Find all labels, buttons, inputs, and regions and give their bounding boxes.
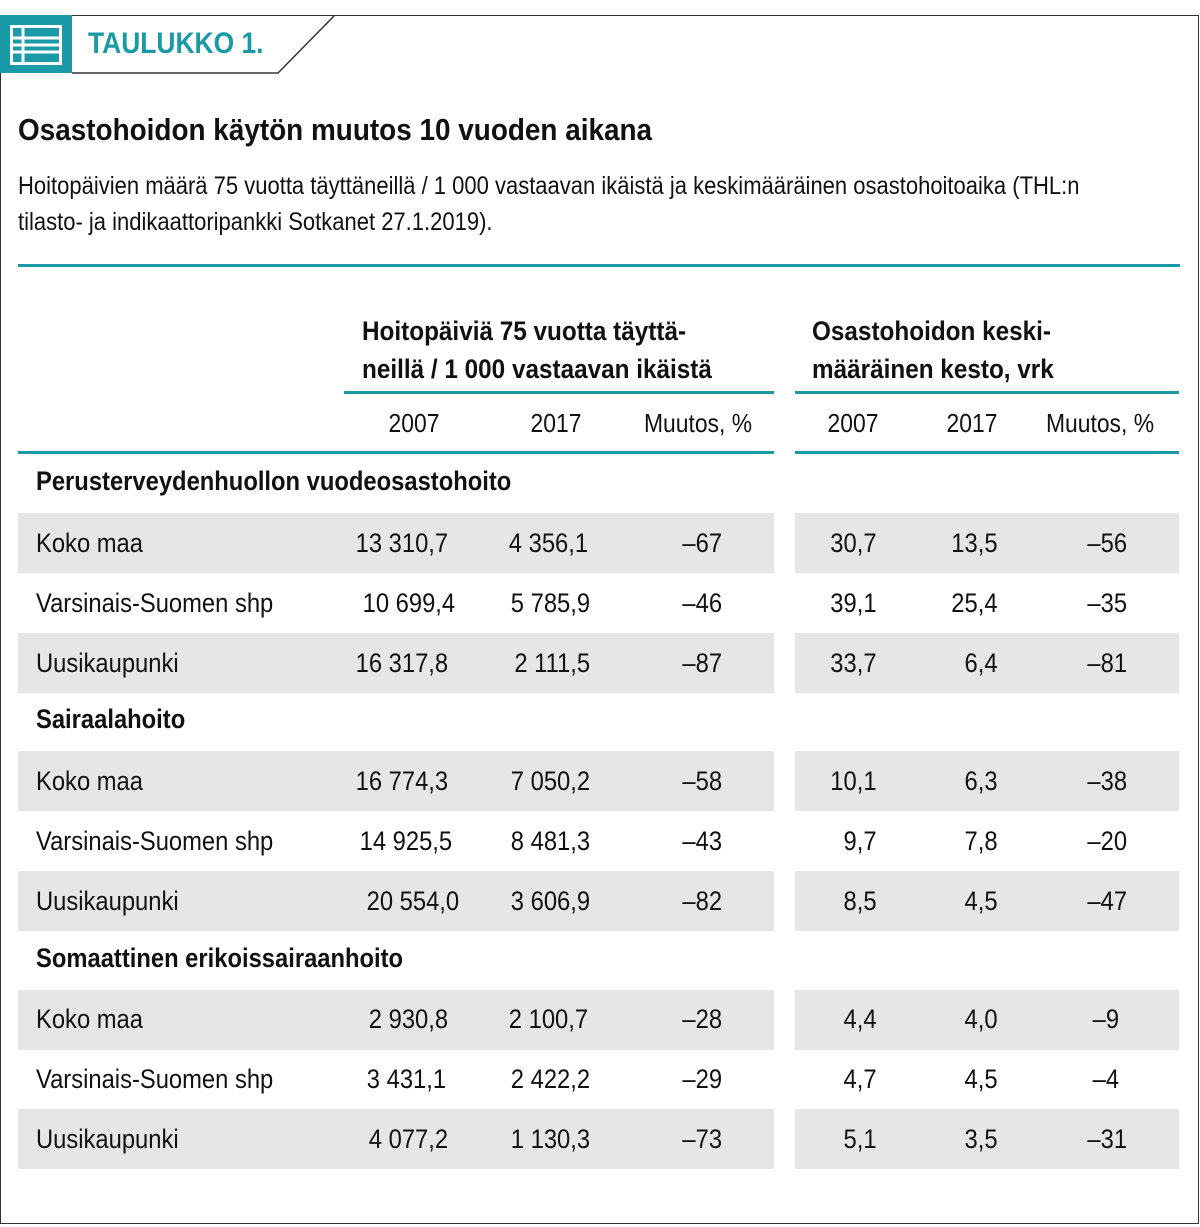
col-header-2017-left: 2017 — [530, 408, 582, 438]
table-cell: –29 — [682, 1064, 722, 1094]
table-cell: 30,7 — [830, 528, 877, 558]
table-cell: 6,3 — [964, 766, 998, 796]
section-label: Perusterveydenhuollon vuodeosastohoito — [36, 466, 512, 496]
row-label: Uusikaupunki — [36, 886, 179, 916]
group-header-kesto: Osastohoidon keski- määräinen kesto, vrk — [812, 316, 1054, 384]
row-shade — [795, 871, 1179, 931]
table-cell: –81 — [1087, 648, 1127, 678]
row-shade — [18, 633, 774, 693]
col-header-muutos-right: Muutos, % — [1045, 408, 1155, 438]
table-cell: 7 050,2 — [510, 766, 590, 796]
row-shade — [18, 871, 774, 931]
row-shade — [795, 1109, 1179, 1169]
table-cell: –20 — [1087, 826, 1127, 856]
table-cell: –43 — [682, 826, 722, 856]
table-subtitle: Hoitopäivien määrä 75 vuotta täyttäneill… — [18, 172, 1080, 236]
section-label: Sairaalahoito — [36, 704, 186, 734]
table-cell: –56 — [1087, 528, 1127, 558]
col-header-2007-right: 2007 — [827, 408, 879, 438]
table-frame — [0, 15, 1199, 1224]
table-cell: 16 774,3 — [355, 766, 448, 796]
table-cell: 9,7 — [843, 826, 877, 856]
table-cell: 10,1 — [830, 766, 877, 796]
table-cell: 25,4 — [951, 588, 998, 618]
table-cell: 5,1 — [843, 1124, 877, 1154]
tab-outline — [72, 15, 335, 74]
table-cell: 3 606,9 — [510, 886, 590, 916]
table-cell: 2 930,8 — [368, 1004, 448, 1034]
group-rule-left — [344, 391, 774, 394]
table-cell: –82 — [682, 886, 722, 916]
table-title: Osastohoidon käytön muutos 10 vuoden aik… — [18, 112, 653, 147]
table-cell: 20 554,0 — [366, 886, 459, 916]
row-shade — [795, 990, 1179, 1050]
table-icon — [10, 25, 62, 65]
table-cell: 5 785,9 — [510, 588, 590, 618]
table-cell: 13 310,7 — [355, 528, 448, 558]
row-label: Uusikaupunki — [36, 648, 179, 678]
row-shade — [18, 990, 774, 1050]
table-cell: 14 925,5 — [359, 826, 452, 856]
tab-label: TAULUKKO 1. — [88, 27, 264, 60]
table-badge — [0, 15, 72, 73]
table-cell: –58 — [682, 766, 722, 796]
table-cell: 2 422,2 — [510, 1064, 590, 1094]
table-cell: 2 111,5 — [514, 648, 590, 678]
table-cell: 4,0 — [964, 1004, 998, 1034]
table-cell: 33,7 — [830, 648, 877, 678]
row-label: Koko maa — [36, 1004, 143, 1034]
row-shade — [795, 751, 1179, 811]
table-cell: 4,4 — [843, 1004, 877, 1034]
table-cell: 4,7 — [843, 1064, 877, 1094]
table-cell: –87 — [682, 648, 722, 678]
group-header-hoitopaivat: Hoitopäiviä 75 vuotta täyttä- neillä / 1… — [362, 316, 712, 384]
table-cell: 13,5 — [951, 528, 998, 558]
top-rule — [18, 264, 1180, 267]
col-header-2017-right: 2017 — [946, 408, 998, 438]
table-cell: 7,8 — [964, 826, 998, 856]
row-shade — [18, 751, 774, 811]
table-cell: 2 100,7 — [508, 1004, 588, 1034]
row-label: Varsinais-Suomen shp — [36, 588, 274, 618]
table-cell: –31 — [1087, 1124, 1127, 1154]
table-cell: 6,4 — [964, 648, 998, 678]
table-cell: 8 481,3 — [510, 826, 590, 856]
row-label: Varsinais-Suomen shp — [36, 826, 274, 856]
table-cell: –35 — [1087, 588, 1127, 618]
row-shade — [18, 513, 774, 573]
table-cell: 3 431,1 — [366, 1064, 446, 1094]
header-rule-left — [18, 451, 774, 454]
table-cell: 39,1 — [830, 588, 877, 618]
table-cell: –67 — [682, 528, 722, 558]
table-cell: 4,5 — [964, 886, 998, 916]
table-cell: 10 699,4 — [362, 588, 455, 618]
row-label: Koko maa — [36, 766, 143, 796]
row-shade — [795, 633, 1179, 693]
table-cell: –4 — [1092, 1064, 1119, 1094]
header-rule-right — [795, 451, 1179, 454]
table-cell: –73 — [682, 1124, 722, 1154]
col-header-muutos-left: Muutos, % — [643, 408, 753, 438]
row-label: Varsinais-Suomen shp — [36, 1064, 274, 1094]
table-cell: 4,5 — [964, 1064, 998, 1094]
col-header-2007-left: 2007 — [388, 408, 440, 438]
row-shade — [795, 513, 1179, 573]
table-cell: 1 130,3 — [510, 1124, 590, 1154]
row-label: Koko maa — [36, 528, 143, 558]
group-rule-right — [795, 391, 1179, 394]
table-cell: 8,5 — [843, 886, 877, 916]
section-label: Somaattinen erikoissairaanhoito — [36, 943, 404, 973]
row-label: Uusikaupunki — [36, 1124, 179, 1154]
table-cell: 3,5 — [964, 1124, 998, 1154]
row-shade — [18, 1109, 774, 1169]
table-cell: –38 — [1087, 766, 1127, 796]
table-cell: –46 — [682, 588, 722, 618]
table-cell: 4 356,1 — [508, 528, 588, 558]
table-cell: –47 — [1087, 886, 1127, 916]
table-cell: –9 — [1092, 1004, 1119, 1034]
table-cell: –28 — [682, 1004, 722, 1034]
table-cell: 4 077,2 — [368, 1124, 448, 1154]
table-cell: 16 317,8 — [355, 648, 448, 678]
